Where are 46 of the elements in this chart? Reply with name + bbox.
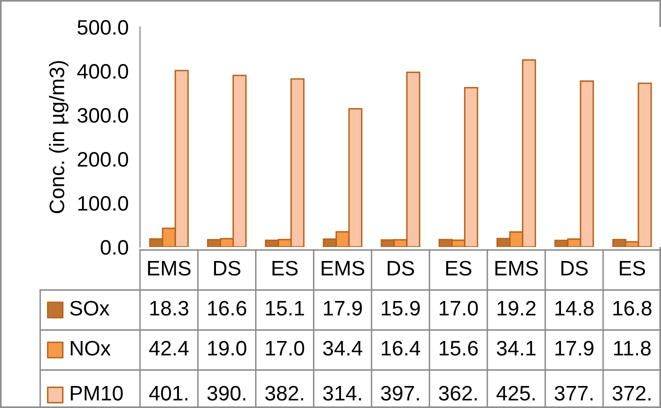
data-label: 390. <box>207 386 246 401</box>
data-label: 15.6 <box>440 340 478 356</box>
data-label: 425. <box>496 386 535 401</box>
legend-label: SOx <box>70 300 110 316</box>
data-label: 397. <box>381 386 419 401</box>
x-tick-label: ES <box>446 260 472 276</box>
data-label: 16.6 <box>208 300 246 316</box>
legend-label: PM10 <box>70 386 123 401</box>
data-label: 377. <box>554 386 593 401</box>
data-label: 401. <box>149 386 188 401</box>
y-tick-label: 0.0 <box>100 240 128 255</box>
data-label: 42.4 <box>149 340 189 356</box>
data-label: 15.1 <box>266 301 304 316</box>
data-label: 362. <box>438 386 477 401</box>
data-label: 372. <box>612 386 650 401</box>
x-tick-label: EMS <box>148 260 191 276</box>
y-tick-label: 500.0 <box>78 20 128 35</box>
y-tick-label: 400.0 <box>77 64 128 79</box>
x-tick-label: DS <box>561 260 588 276</box>
data-label: 19.0 <box>208 340 246 356</box>
y-tick-label: 100.0 <box>78 196 128 211</box>
data-label: 17.9 <box>324 300 362 316</box>
x-tick-label: DS <box>214 260 240 276</box>
x-tick-label: ES <box>620 260 645 276</box>
y-tick-label: 200.0 <box>78 152 128 167</box>
data-label: 14.8 <box>555 300 594 316</box>
data-label: 19.2 <box>498 300 536 316</box>
x-tick-label: DS <box>388 260 414 276</box>
x-tick-label: ES <box>272 260 298 276</box>
data-label: 16.8 <box>613 300 652 316</box>
data-label: 15.9 <box>382 300 420 316</box>
data-label: 11.8 <box>614 340 651 356</box>
data-label: 314. <box>323 386 361 401</box>
legend-label: NOx <box>70 340 111 356</box>
data-label: 34.4 <box>323 340 362 356</box>
x-tick-label: EMS <box>495 260 538 276</box>
data-label: 34.1 <box>496 340 536 356</box>
data-label: 382. <box>265 386 304 401</box>
y-tick-label: 300.0 <box>78 108 128 123</box>
data-label: 17.9 <box>555 340 594 356</box>
x-tick-label: EMS <box>322 260 364 276</box>
y-axis-title: Conc. (in µg/m3) <box>49 61 68 214</box>
data-label: 16.4 <box>382 340 420 356</box>
data-label: 17.0 <box>266 340 304 356</box>
data-label: 18.3 <box>150 300 188 316</box>
data-label: 17.0 <box>440 300 478 316</box>
